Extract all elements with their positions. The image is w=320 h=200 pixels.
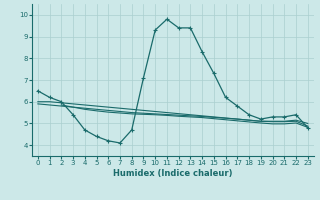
X-axis label: Humidex (Indice chaleur): Humidex (Indice chaleur) xyxy=(113,169,233,178)
